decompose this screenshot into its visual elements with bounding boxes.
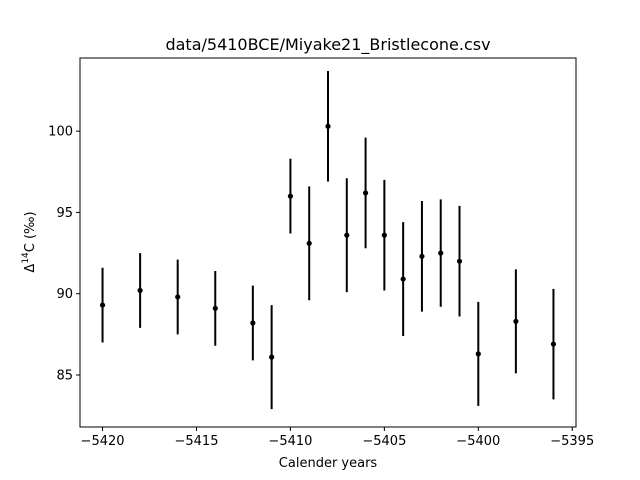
data-point xyxy=(325,123,331,129)
data-point xyxy=(137,287,143,294)
plot-frame xyxy=(79,57,577,428)
data-point xyxy=(344,232,350,238)
data-point xyxy=(269,354,275,360)
x-tick-label: −5400 xyxy=(456,434,500,449)
data-point xyxy=(175,294,181,300)
y-tick-label: 90 xyxy=(56,287,73,302)
data-point xyxy=(212,305,218,311)
x-tick-label: −5395 xyxy=(550,434,594,449)
data-point xyxy=(287,193,294,199)
data-point xyxy=(99,302,106,308)
data-point xyxy=(475,351,481,357)
x-tick-label: −5420 xyxy=(81,434,125,449)
y-axis-label-superscript: 14 xyxy=(21,252,31,264)
data-point xyxy=(250,320,256,326)
data-point xyxy=(362,190,369,196)
y-tick-label: 100 xyxy=(48,125,73,140)
data-point xyxy=(438,250,444,256)
data-point xyxy=(513,318,519,324)
y-axis-label: Δ14C (‰) xyxy=(21,211,38,272)
data-point xyxy=(419,253,425,259)
plot-marks xyxy=(99,71,557,410)
x-tick-label: −5415 xyxy=(174,434,218,449)
x-tick-label: −5410 xyxy=(268,434,312,449)
chart-title: data/5410BCE/Miyake21_Bristlecone.csv xyxy=(165,35,490,55)
y-axis-ticks: 85 90 95 100 xyxy=(48,125,80,383)
y-axis-label-suffix: C (‰) xyxy=(23,211,38,252)
y-tick-label: 85 xyxy=(56,368,73,383)
y-tick-label: 95 xyxy=(56,206,73,221)
data-point xyxy=(550,341,557,347)
data-point xyxy=(306,240,312,246)
data-point xyxy=(456,258,463,264)
x-axis-label: Calender years xyxy=(279,456,378,471)
data-point xyxy=(381,232,387,238)
x-axis-ticks: −5420 −5415 −5410 −5405 −5400 −5395 xyxy=(81,427,594,449)
y-axis-label-prefix: Δ xyxy=(23,264,38,273)
data-point xyxy=(400,276,406,282)
x-tick-label: −5405 xyxy=(362,434,406,449)
